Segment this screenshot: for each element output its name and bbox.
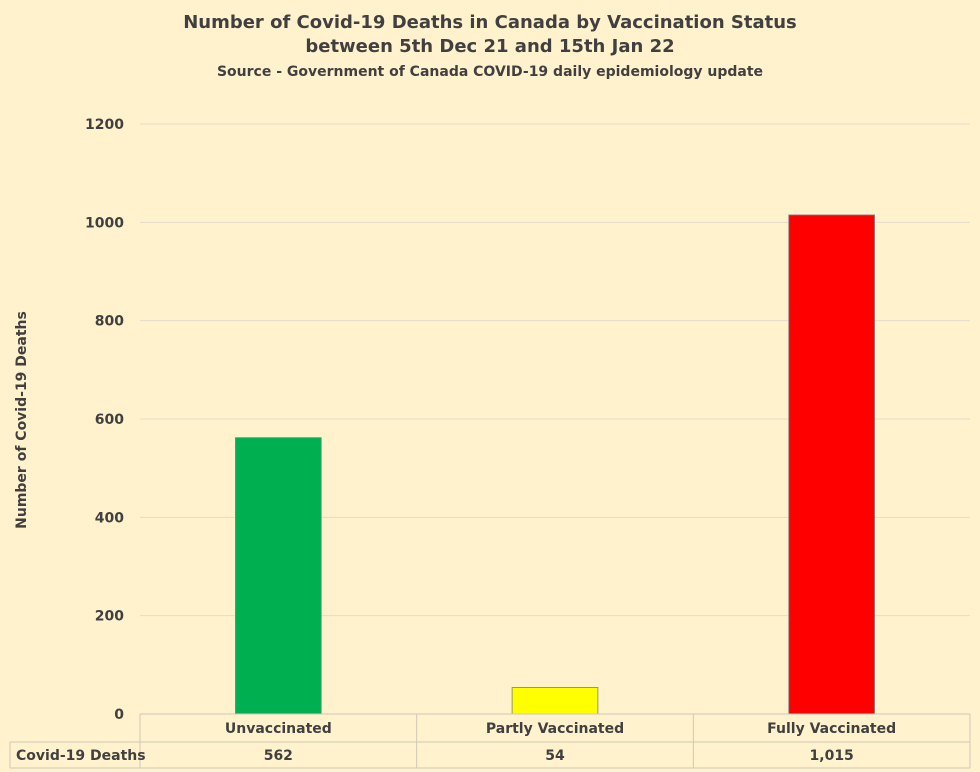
chart-title-line2: between 5th Dec 21 and 15th Jan 22 [305,36,674,57]
y-tick-label: 1200 [85,117,124,133]
y-tick-label: 200 [95,609,124,625]
y-tick-label: 600 [95,412,124,428]
y-tick-label: 400 [95,510,124,526]
y-tick-label: 1000 [85,215,124,231]
bar-unvaccinated [235,437,322,715]
data-table-value: 562 [264,748,293,764]
x-category-label: Unvaccinated [225,721,332,737]
data-table-value: 54 [545,748,565,764]
chart-title: Number of Covid-19 Deaths in Canada by V… [183,12,797,33]
y-axis-ticks: 0 200 400 600 800 1000 1200 [85,117,124,723]
y-tick-label: 800 [95,314,124,330]
bars [235,214,875,715]
bar-fully-vaccinated [788,214,875,715]
x-category-label: Fully Vaccinated [767,721,896,737]
data-table: Unvaccinated 562 Partly Vaccinated 54 Fully … [9,713,971,769]
data-table-value: 1,015 [810,748,854,764]
y-tick-label: 0 [114,707,124,723]
y-axis-title: Number of Covid-19 Deaths [14,311,30,529]
x-category-label: Partly Vaccinated [486,721,624,737]
data-table-series-label: Covid-19 Deaths [16,748,146,764]
chart-subtitle: Source - Government of Canada COVID-19 d… [217,64,763,80]
bar-partly-vaccinated [511,687,599,715]
